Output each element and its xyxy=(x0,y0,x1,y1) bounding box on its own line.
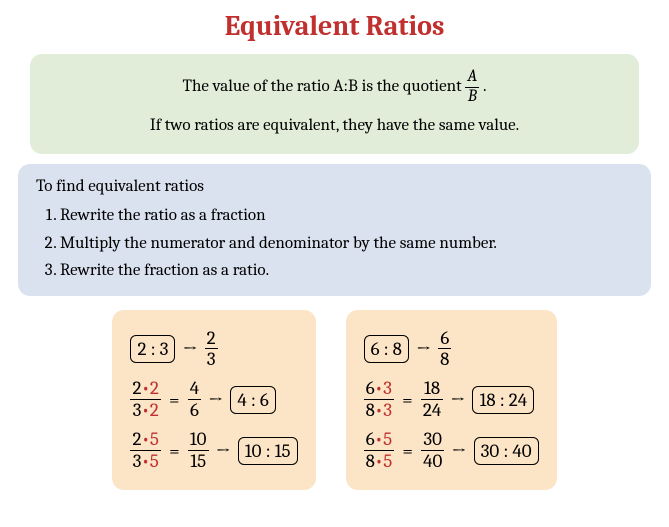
example-left-start: 2 : 3 → 2 3 xyxy=(130,328,297,371)
result-fraction: 30 40 xyxy=(421,429,444,472)
result-ratio: 10 : 15 xyxy=(238,437,298,465)
arrow-icon: → xyxy=(416,338,431,360)
example-left: 2 : 3 → 2 3 2•2 3•2 = 4 6 → 4 : 6 2•5 3•… xyxy=(112,310,315,490)
examples-row: 2 : 3 → 2 3 2•2 3•2 = 4 6 → 4 : 6 2•5 3•… xyxy=(10,310,659,490)
step-2: Multiply the numerator and denominator b… xyxy=(60,231,633,257)
step-1: Rewrite the ratio as a fraction xyxy=(60,203,633,229)
den: 3•2 xyxy=(130,400,160,421)
steps-list: Rewrite the ratio as a fraction Multiply… xyxy=(36,203,633,284)
start-fraction: 2 3 xyxy=(205,328,218,371)
result-ratio: 18 : 24 xyxy=(472,386,534,414)
definition-box: The value of the ratio A:B is the quotie… xyxy=(30,54,639,154)
arrow-icon: → xyxy=(452,440,467,462)
definition-text-post: . xyxy=(483,77,487,96)
example-right-start: 6 : 8 → 6 8 xyxy=(364,328,539,371)
fraction-ab: A B xyxy=(465,68,479,106)
num: 6•5 xyxy=(364,429,395,451)
equals: = xyxy=(402,389,413,411)
num: 6•3 xyxy=(364,378,394,400)
mult-fraction: 2•2 3•2 xyxy=(130,378,160,421)
mult-fraction: 6•3 8•3 xyxy=(364,378,394,421)
equals: = xyxy=(402,440,413,462)
arrow-icon: → xyxy=(450,389,465,411)
num: 4 xyxy=(188,378,201,400)
den: 15 xyxy=(188,451,209,472)
den: 3•5 xyxy=(130,451,160,472)
example-left-row2: 2•5 3•5 = 10 15 → 10 : 15 xyxy=(130,429,297,472)
num: 6 xyxy=(438,328,451,350)
fraction-denominator: B xyxy=(465,88,479,107)
definition-line2: If two ratios are equivalent, they have … xyxy=(58,112,611,139)
fraction-numerator: A xyxy=(465,68,479,88)
num: 2•5 xyxy=(130,429,160,451)
den: 40 xyxy=(421,451,444,472)
num: 2•2 xyxy=(130,378,160,400)
steps-heading: To find equivalent ratios xyxy=(36,174,633,200)
start-ratio: 6 : 8 xyxy=(364,335,409,363)
start-ratio: 2 : 3 xyxy=(130,335,175,363)
definition-text-pre: The value of the ratio A:B is the quotie… xyxy=(183,77,462,96)
definition-line1: The value of the ratio A:B is the quotie… xyxy=(58,68,611,106)
example-right-row2: 6•5 8•5 = 30 40 → 30 : 40 xyxy=(364,429,539,472)
steps-box: To find equivalent ratios Rewrite the ra… xyxy=(18,164,651,296)
result-fraction: 4 6 xyxy=(188,378,201,421)
equals: = xyxy=(169,440,180,462)
num: 18 xyxy=(421,378,443,400)
result-fraction: 18 24 xyxy=(421,378,443,421)
num: 10 xyxy=(188,429,209,451)
num: 30 xyxy=(421,429,444,451)
den: 8•5 xyxy=(364,451,395,472)
step-3: Rewrite the fraction as a ratio. xyxy=(60,258,633,284)
example-right: 6 : 8 → 6 8 6•3 8•3 = 18 24 → 18 : 24 6•… xyxy=(346,310,557,490)
result-ratio: 4 : 6 xyxy=(230,386,275,414)
den: 8•3 xyxy=(364,400,394,421)
den: 24 xyxy=(421,400,443,421)
arrow-icon: → xyxy=(183,338,198,360)
mult-fraction: 2•5 3•5 xyxy=(130,429,160,472)
equals: = xyxy=(169,389,180,411)
page-title: Equivalent Ratios xyxy=(10,10,659,42)
den: 6 xyxy=(188,400,201,421)
num: 2 xyxy=(205,328,218,350)
result-fraction: 10 15 xyxy=(188,429,209,472)
arrow-icon: → xyxy=(216,440,231,462)
arrow-icon: → xyxy=(208,389,223,411)
example-left-row1: 2•2 3•2 = 4 6 → 4 : 6 xyxy=(130,378,297,421)
den: 3 xyxy=(205,349,218,370)
start-fraction: 6 8 xyxy=(438,328,451,371)
mult-fraction: 6•5 8•5 xyxy=(364,429,395,472)
result-ratio: 30 : 40 xyxy=(474,437,539,465)
example-right-row1: 6•3 8•3 = 18 24 → 18 : 24 xyxy=(364,378,539,421)
den: 8 xyxy=(438,349,451,370)
